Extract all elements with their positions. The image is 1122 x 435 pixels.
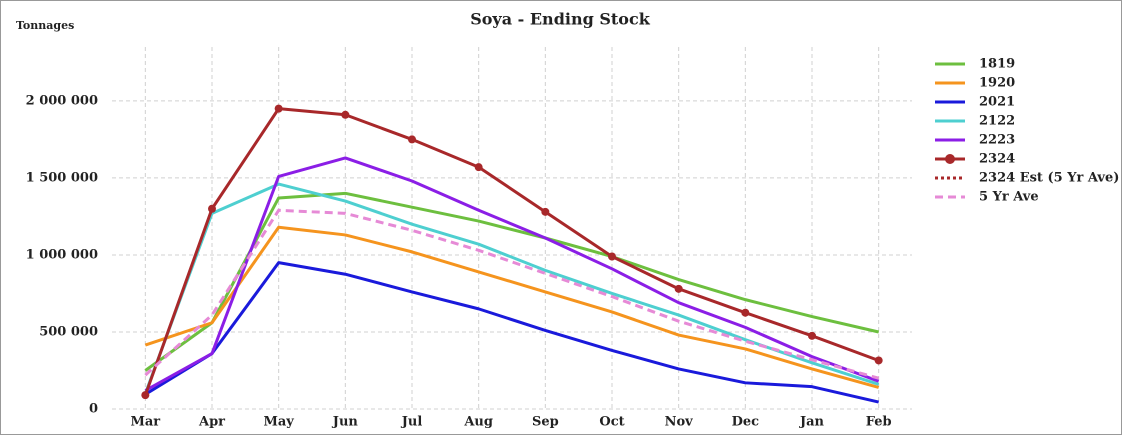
legend-label: 1920	[979, 76, 1015, 91]
legend-label: 2122	[979, 114, 1015, 129]
x-tick-label: Feb	[866, 415, 892, 430]
data-point	[541, 207, 550, 216]
data-point	[208, 204, 216, 213]
series-line	[144, 191, 880, 372]
x-tick-label: Jan	[799, 415, 825, 430]
data-point	[674, 284, 683, 293]
x-tick-label: Aug	[463, 415, 493, 430]
legend-label: 2223	[979, 133, 1015, 148]
x-tick-label: May	[263, 415, 294, 430]
y-axis-label: Tonnages	[16, 19, 74, 32]
series-line	[143, 182, 880, 395]
x-tick-label: Jun	[332, 415, 359, 430]
series-line	[144, 225, 880, 389]
x-tick-label: Jul	[401, 415, 423, 430]
series-line	[144, 156, 880, 392]
data-point	[141, 391, 150, 400]
legend-label: 2021	[979, 95, 1015, 110]
data-point	[474, 163, 483, 172]
y-tick-label: 1 500 000	[26, 170, 98, 185]
y-tick-label: 2 000 000	[26, 93, 98, 108]
legend-label: 2324	[979, 152, 1015, 167]
data-point	[408, 135, 416, 144]
data-point	[741, 308, 750, 317]
legend-label: 2324 Est (5 Yr Ave)	[979, 171, 1119, 186]
chart-title: Soya - Ending Stock	[470, 10, 651, 29]
series-line	[144, 261, 880, 404]
y-tick-label: 0	[89, 402, 98, 417]
data-point	[274, 104, 283, 113]
data-point	[874, 356, 883, 365]
x-tick-label: Apr	[198, 415, 225, 430]
legend-label: 5 Yr Ave	[979, 190, 1039, 205]
series-line	[143, 107, 880, 396]
x-tick-label: Nov	[665, 415, 694, 430]
legend-marker	[945, 154, 955, 164]
legend-label: 1819	[979, 57, 1015, 72]
x-tick-label: Dec	[732, 415, 760, 430]
y-tick-label: 500 000	[39, 324, 98, 339]
x-tick-label: Sep	[532, 415, 559, 430]
x-tick-label: Mar	[130, 415, 160, 430]
x-tick-label: Oct	[599, 415, 624, 430]
data-point	[341, 110, 350, 119]
y-tick-label: 1 000 000	[26, 247, 98, 262]
data-point	[808, 331, 816, 340]
data-point	[608, 252, 616, 261]
